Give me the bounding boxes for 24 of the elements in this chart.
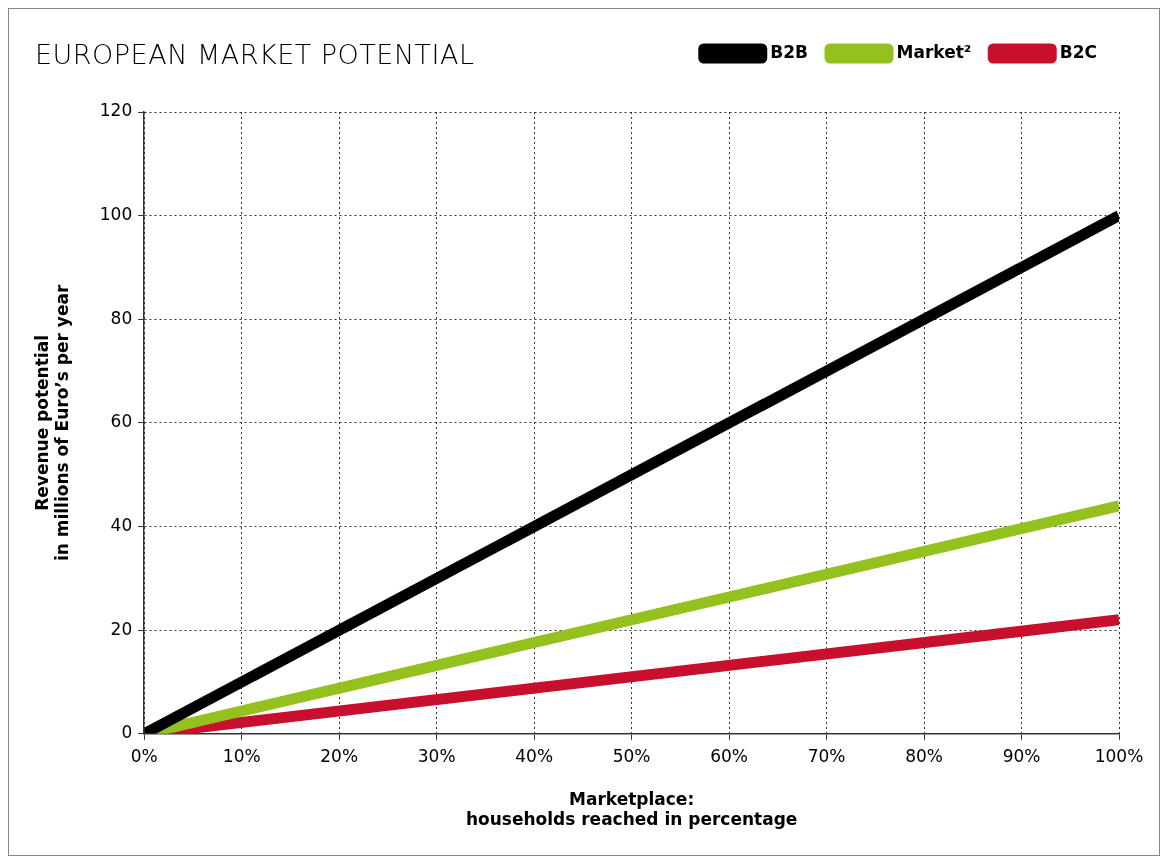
chart-title: EUROPEAN MARKET POTENTIAL [35,39,475,70]
x-tick-label: 20% [320,746,359,767]
x-tick-label: 30% [417,746,456,767]
x-tick-label: 100% [1094,746,1144,767]
x-tick-label: 60% [710,746,748,767]
y-tick-label: 100 [99,204,133,225]
y-tick-label: 120 [99,100,133,121]
y-tick-label: 80 [110,307,133,328]
x-tick-label: 10% [222,746,261,767]
y-tick-label: 40 [110,514,133,535]
x-tick-label: 50% [612,746,651,767]
x-tick-label: 80% [905,746,943,767]
x-tick-label: 70% [807,746,846,767]
y-tick-label: 60 [110,411,133,432]
legend-label: Market² [896,41,972,62]
y-tick-label: 0 [121,722,133,743]
y-axis-title: Revenue potential in millions of Euro’s per year [31,284,73,562]
legend-label: B2C [1059,41,1097,62]
y-tick-label: 20 [110,618,133,639]
x-axis-title: Marketplace: households reached in percentage [465,788,798,830]
x-tick-label: 0% [130,746,158,767]
legend-label: B2B [770,41,809,62]
x-tick-label: 90% [1002,746,1041,767]
x-tick-label: 40% [515,746,554,767]
